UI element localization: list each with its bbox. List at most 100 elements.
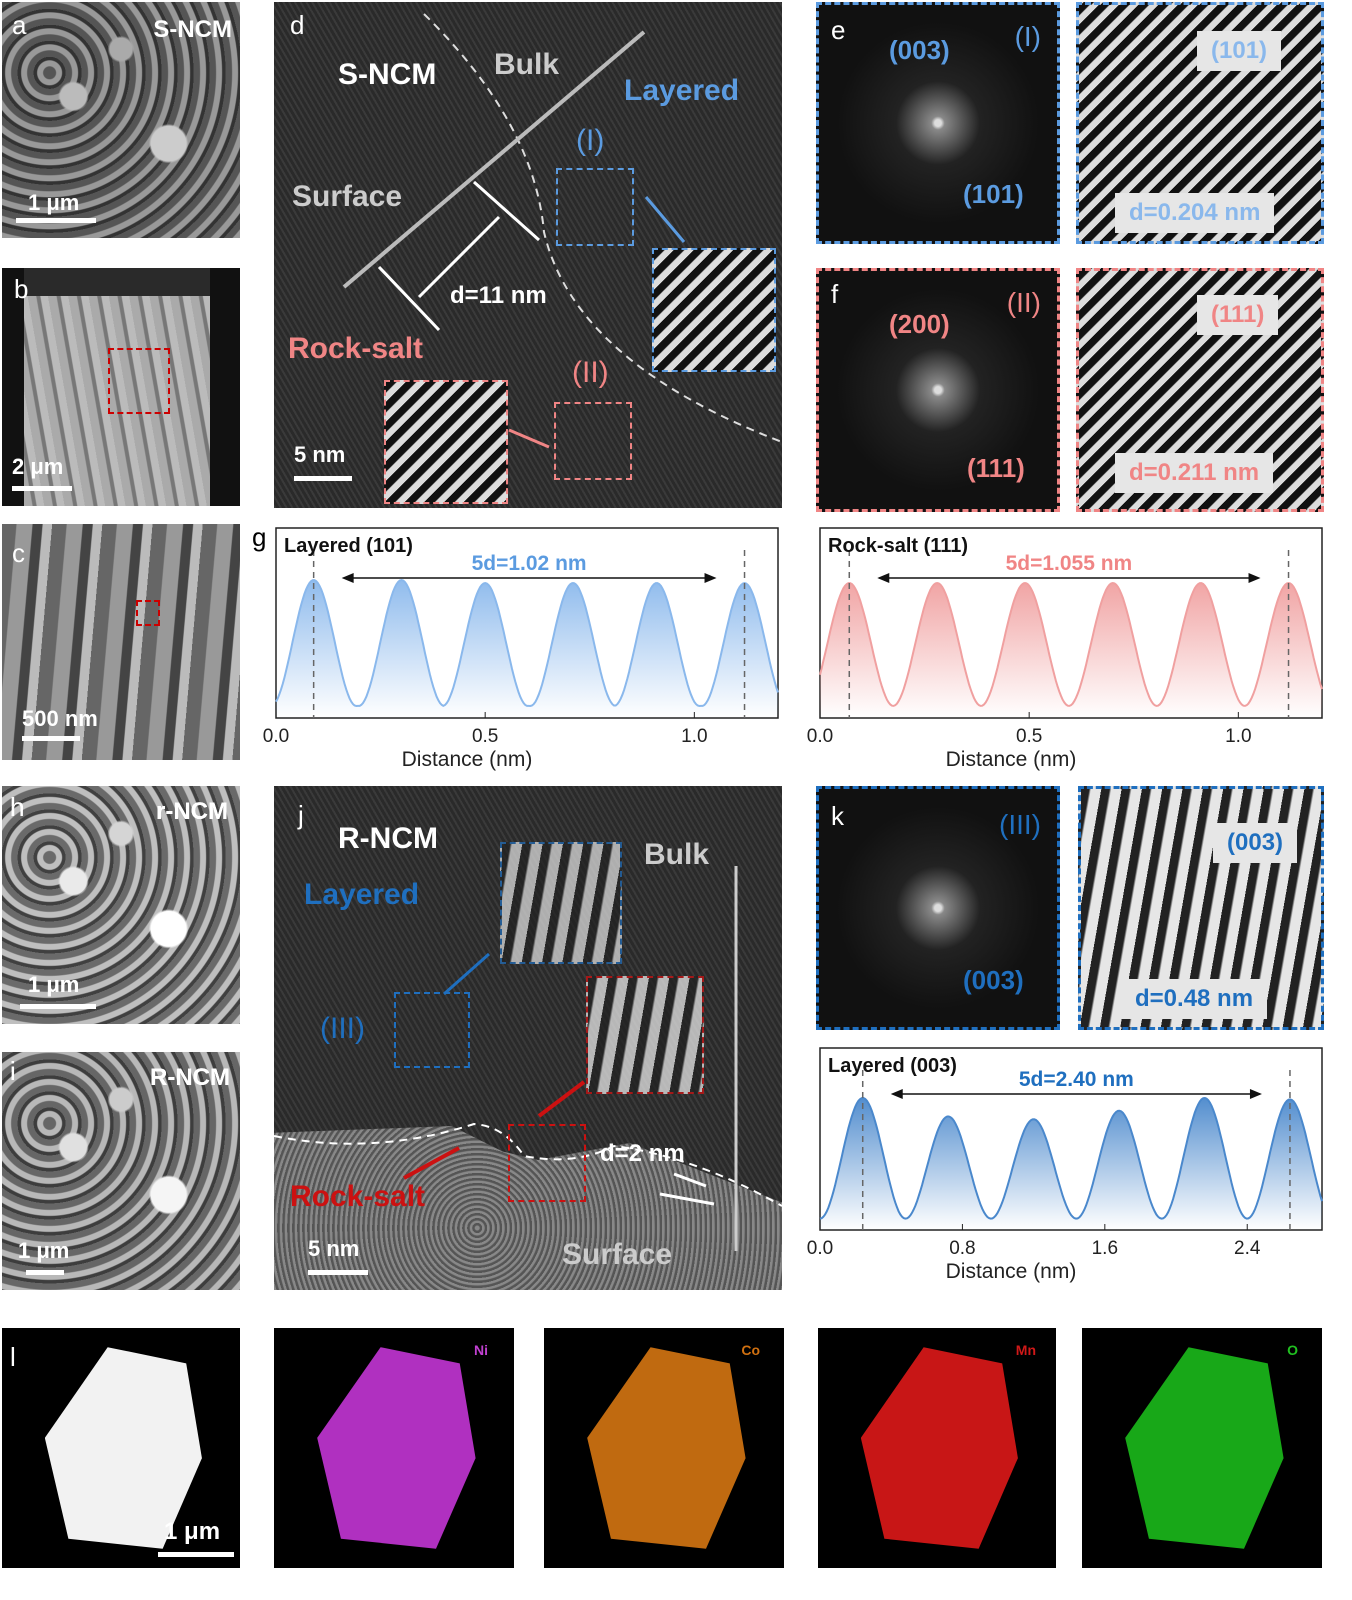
sample-label: R-NCM — [150, 1064, 230, 1091]
panel-e-fft: e (I) (003) (101) — [816, 2, 1060, 244]
scale-bar-label: 1 μm — [28, 972, 80, 997]
panel-letter: e — [831, 15, 846, 45]
panel-letter: l — [10, 1342, 16, 1372]
plot-frame — [819, 1047, 1323, 1231]
scale-bar-label: 500 nm — [22, 706, 98, 731]
panel-letter: f — [831, 279, 839, 309]
rocksalt-label: Rock-salt — [290, 1180, 426, 1213]
period-annotation: 5d=2.40 nm — [1019, 1068, 1134, 1091]
panel-letter: i — [10, 1056, 16, 1086]
spacing-label: d=0.48 nm — [1121, 979, 1268, 1019]
panel-letter: d — [290, 10, 305, 40]
profile-fill — [820, 1098, 1322, 1230]
bulk-label: Bulk — [494, 48, 560, 81]
panel-a-sem: a S-NCM 1 μm — [2, 2, 240, 238]
panel-f-ifft: (111) d=0.211 nm — [1076, 268, 1324, 512]
panel-l-haadf: l 1 μm — [2, 1328, 240, 1568]
region-I-box — [556, 168, 634, 246]
surface-label: Surface — [292, 180, 403, 213]
x-tick-label: 1.6 — [1092, 1238, 1118, 1259]
rocksalt-inset — [586, 976, 704, 1094]
panel-k-fft: k (III) (003) — [816, 786, 1060, 1030]
profile-line — [275, 578, 779, 708]
panel-letter: k — [831, 801, 844, 831]
element-label: Mn — [1015, 1342, 1036, 1358]
x-tick-label: 0.5 — [1016, 726, 1042, 747]
sample-label: S-NCM — [153, 16, 232, 43]
x-tick-label: 2.4 — [1234, 1238, 1261, 1259]
x-axis-label: Distance (nm) — [946, 748, 1077, 771]
eds-map-ni: Ni — [274, 1328, 514, 1568]
profile-chart-rocksalt-111: Rock-salt (111) 5d=1.055 nm 0.0 0.5 1.0 Dista… — [807, 527, 1323, 771]
scale-bar — [158, 1552, 234, 1557]
element-label: Co — [741, 1342, 760, 1358]
scale-bar-label: 1 μm — [18, 1238, 70, 1263]
panel-i-sem: i R-NCM 1 μm — [2, 1052, 240, 1290]
eds-map-co: Co — [544, 1328, 784, 1568]
sample-label: r-NCM — [156, 798, 228, 825]
chart-title: Rock-salt (111) — [828, 535, 968, 557]
thickness-label: d=11 nm — [450, 282, 547, 309]
panel-letter: h — [10, 792, 25, 822]
scale-bar — [12, 486, 72, 491]
spot-label-003: (003) — [889, 35, 950, 65]
chart-title: Layered (101) — [284, 535, 413, 557]
sample-label: S-NCM — [338, 58, 437, 91]
annotation-overlay — [274, 866, 782, 1251]
panel-letter: a — [12, 10, 27, 40]
interface-line — [274, 1122, 782, 1207]
spot-label-003: (003) — [963, 965, 1024, 995]
thickness-label: d=2 nm — [600, 1140, 685, 1167]
panel-d-hrtem: d S-NCM Bulk Layered (I) Surface d=11 nm… — [274, 2, 782, 508]
eds-map-o: O — [1082, 1328, 1322, 1568]
panel-j-hrtem: j R-NCM Layered Bulk (III) d=2 nm Rock-s… — [274, 786, 782, 1290]
profile-line — [819, 1096, 1323, 1220]
profile-chart-layered-101: Layered (101) 5d=1.02 nm 0.0 0.5 1.0 Distance… — [263, 527, 779, 771]
profile-fill — [276, 580, 778, 718]
period-annotation: 5d=1.055 nm — [1006, 552, 1133, 575]
region-label: (II) — [1006, 287, 1041, 318]
interface-line — [423, 13, 782, 443]
region-label: (I) — [1014, 21, 1041, 52]
region-II-inset — [384, 380, 508, 504]
panel-k-ifft: (003) d=0.48 nm — [1078, 786, 1324, 1030]
region-III-inset — [500, 842, 622, 964]
panel-letter: j — [298, 800, 304, 830]
scale-bar-label: 5 nm — [308, 1236, 360, 1261]
zoom-region-box — [108, 348, 170, 414]
element-distribution — [1125, 1347, 1284, 1549]
panel-letter-g: g — [252, 522, 267, 552]
x-tick-label: 1.0 — [681, 726, 707, 747]
bulk-label: Bulk — [644, 838, 710, 871]
scale-bar-label: 2 μm — [12, 454, 64, 479]
profile-line — [819, 581, 1323, 707]
x-tick-label: 0.8 — [949, 1238, 975, 1259]
scale-bar-label: 1 μm — [28, 190, 80, 215]
spot-label-101: (101) — [963, 179, 1024, 209]
panel-e-ifft: (101) d=0.204 nm — [1076, 2, 1324, 244]
panel-c-tem: c 500 nm — [2, 524, 240, 760]
panel-b-cross-section: b 2 μm — [2, 268, 240, 506]
x-tick-label: 0.0 — [807, 726, 833, 747]
scale-bar — [294, 476, 352, 481]
scale-bar — [26, 1270, 64, 1275]
scale-bar — [22, 736, 80, 741]
rocksalt-box — [508, 1124, 586, 1202]
region-II-box — [554, 402, 632, 480]
scale-bar-label: 1 μm — [164, 1518, 221, 1545]
region-I-label: (I) — [576, 124, 605, 157]
element-distribution — [317, 1347, 476, 1549]
scale-bar-label: 5 nm — [294, 442, 346, 467]
layered-label: Layered — [304, 878, 420, 911]
plane-label: (111) — [1197, 295, 1279, 335]
chart-title: Layered (003) — [828, 1055, 957, 1077]
x-tick-label: 0.0 — [807, 1238, 833, 1259]
scale-bar — [308, 1270, 368, 1275]
rocksalt-label: Rock-salt — [288, 332, 424, 365]
plane-label: (101) — [1197, 31, 1282, 71]
surface-label: Surface — [562, 1238, 673, 1271]
x-tick-label: 0.5 — [472, 726, 498, 747]
x-axis-label: Distance (nm) — [946, 1260, 1077, 1283]
element-distribution — [860, 1347, 1018, 1549]
